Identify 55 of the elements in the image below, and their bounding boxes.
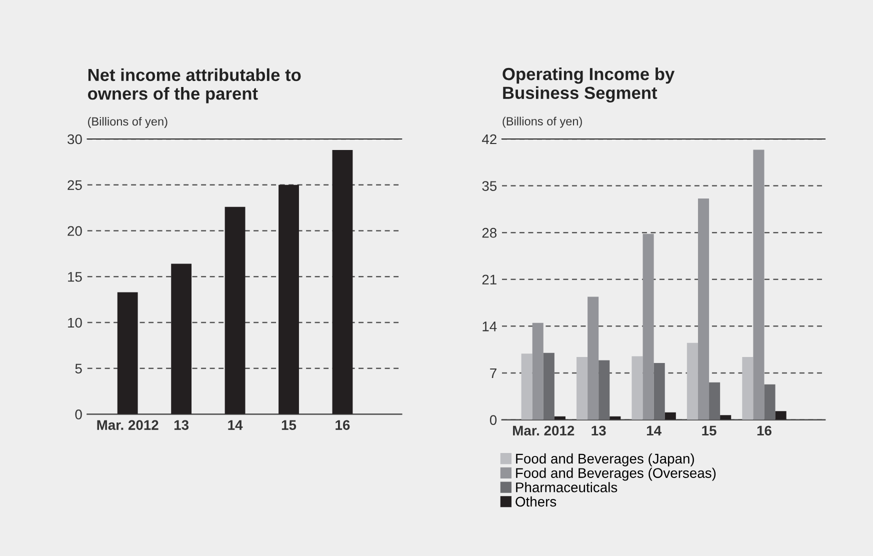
y-tick-label: 15 [68, 272, 82, 282]
legend-label: Others [516, 496, 556, 507]
bar [332, 150, 353, 414]
x-tick-label: 14 [228, 420, 243, 430]
bar [686, 342, 698, 420]
bar [775, 411, 786, 420]
bar [588, 296, 599, 420]
x-tick-label: 16 [757, 426, 772, 436]
bar [224, 206, 246, 414]
bar [698, 198, 710, 420]
chart-title: Operating Income by Business Segment [502, 67, 675, 102]
y-tick-label: 21 [482, 274, 496, 284]
bar [753, 150, 764, 420]
y-tick-label: 30 [68, 134, 82, 144]
bar [720, 415, 732, 420]
y-tick-label: 25 [68, 180, 82, 190]
x-tick-label: Mar. 2012 [97, 420, 158, 430]
y-tick-label: 0 [490, 415, 497, 425]
bar [532, 322, 544, 420]
bar [278, 184, 299, 414]
y-tick-label: 14 [482, 322, 497, 332]
chart-title: Net income attributable to owners of the parent [88, 68, 301, 104]
y-tick-label: 35 [482, 181, 497, 191]
bar [521, 354, 532, 420]
bar [117, 292, 138, 414]
y-tick-label: 42 [482, 134, 496, 144]
bar [642, 234, 654, 420]
x-tick-label: 14 [646, 426, 662, 436]
x-tick-label: 13 [592, 426, 606, 436]
bar [171, 264, 192, 414]
y-tick-label: 10 [68, 318, 82, 328]
y-tick-label: 20 [68, 226, 82, 236]
x-tick-label: 16 [336, 420, 350, 430]
chart-subtitle: (Billions of yen) [88, 116, 168, 128]
chart-subtitle: (Billions of yen) [502, 116, 582, 128]
bar [764, 384, 776, 420]
y-tick-label: 28 [482, 228, 497, 238]
bar [576, 356, 588, 420]
x-tick-label: 13 [174, 420, 189, 430]
x-tick-label: Mar. 2012 [513, 426, 574, 436]
bar [598, 360, 610, 420]
legend-label: Food and Beverages (Japan) [516, 453, 694, 466]
bar [654, 362, 665, 420]
legend-label: Food and Beverages (Overseas) [516, 468, 716, 481]
x-tick-label: 15 [702, 426, 716, 436]
y-tick-label: 7 [490, 368, 496, 378]
bar [742, 356, 754, 420]
legend-label: Pharmaceuticals [516, 482, 618, 492]
y-tick-label: 5 [75, 364, 82, 374]
x-tick-label: 15 [282, 420, 296, 430]
bar [664, 412, 676, 420]
bar [632, 356, 643, 420]
bar [709, 382, 720, 420]
y-tick-label: 0 [75, 410, 82, 420]
bar [543, 352, 554, 420]
